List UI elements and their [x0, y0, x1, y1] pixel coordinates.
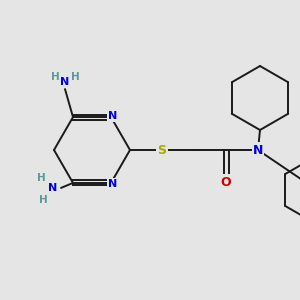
Text: O: O	[221, 176, 231, 188]
Text: H: H	[51, 72, 59, 82]
Text: N: N	[108, 179, 118, 189]
Text: N: N	[60, 77, 70, 87]
Text: H: H	[39, 195, 47, 205]
Text: N: N	[48, 183, 58, 193]
Text: H: H	[37, 173, 45, 183]
Text: H: H	[70, 72, 80, 82]
Text: N: N	[108, 111, 118, 121]
Text: N: N	[253, 143, 263, 157]
Text: S: S	[158, 143, 166, 157]
